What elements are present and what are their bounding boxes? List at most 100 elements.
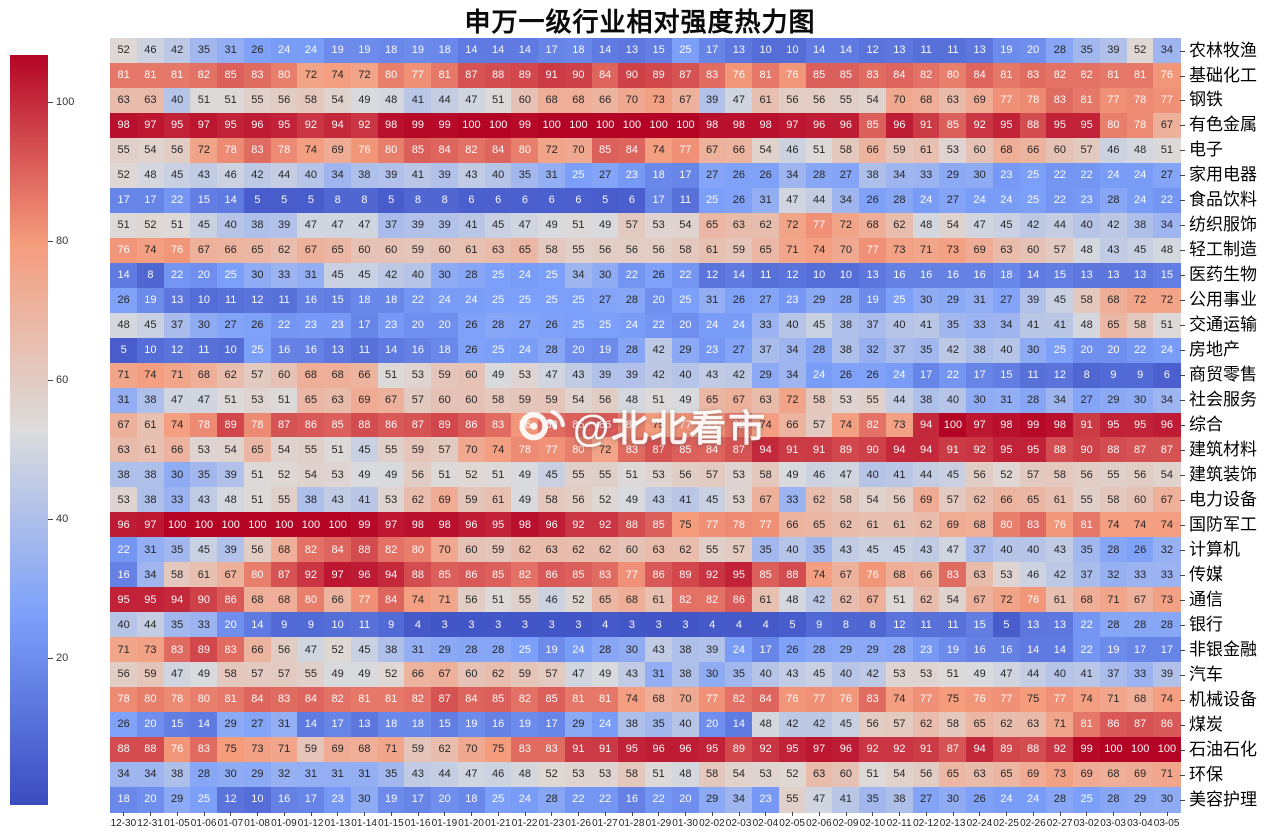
- heatmap-cell: 94: [324, 112, 352, 139]
- heatmap-cell: 74: [645, 137, 673, 164]
- heatmap-cell: 84: [484, 137, 512, 164]
- heatmap-cell: 34: [564, 262, 593, 289]
- heatmap-cell: 18: [377, 38, 405, 64]
- heatmap-cell: 27: [725, 337, 753, 364]
- heatmap-cell: 53: [992, 562, 1021, 588]
- x-tick: [257, 812, 259, 816]
- heatmap-cell: 25: [484, 787, 512, 813]
- heatmap-cell: 68: [1099, 762, 1128, 788]
- heatmap-cell: 10: [136, 337, 165, 364]
- heatmap-cell: 25: [1073, 787, 1101, 813]
- heatmap-cell: 19: [538, 637, 566, 663]
- heatmap-cell: 81: [110, 62, 138, 89]
- heatmap-cell: 15: [324, 287, 352, 314]
- heatmap-cell: 54: [270, 437, 298, 464]
- heatmap-cell: 83: [1019, 62, 1047, 89]
- heatmap-cell: 25: [538, 262, 566, 289]
- heatmap-cell: 41: [350, 487, 379, 513]
- heatmap-cell: 40: [778, 312, 807, 339]
- heatmap-cell: 14: [1019, 262, 1047, 289]
- heatmap-cell: 78: [725, 512, 753, 538]
- date-label: 01-23: [538, 818, 565, 829]
- heatmap-cell: 92: [297, 112, 325, 139]
- heatmap-cell: 24: [1126, 162, 1154, 189]
- heatmap-cell: 30: [618, 637, 646, 663]
- heatmap-cell: 42: [243, 162, 272, 189]
- heatmap-cell: 33: [163, 487, 191, 513]
- heatmap-cell: 85: [217, 62, 245, 89]
- heatmap-cell: 71: [1099, 687, 1128, 713]
- heatmap-cell: 16: [110, 562, 138, 588]
- heatmap-cell: 96: [805, 112, 833, 139]
- heatmap-cell: 29: [564, 712, 593, 738]
- heatmap-cell: 18: [992, 262, 1021, 289]
- heatmap-cell: 58: [1073, 287, 1101, 314]
- heatmap-cell: 28: [1099, 537, 1128, 563]
- heatmap-cell: 38: [377, 637, 405, 663]
- date-label: 01-06: [190, 818, 217, 829]
- heatmap-cell: 11: [350, 337, 379, 364]
- heatmap-cell: 40: [671, 362, 700, 389]
- heatmap-cell: 28: [457, 262, 486, 289]
- heatmap-cell: 26: [752, 162, 780, 189]
- heatmap-cell: 33: [912, 162, 940, 189]
- colorbar-tick-label: 100: [56, 96, 75, 108]
- heatmap-cell: 43: [1046, 537, 1074, 563]
- heatmap-cell: 49: [671, 387, 700, 414]
- heatmap-cell: 4: [725, 612, 753, 638]
- heatmap-cell: 37: [885, 337, 914, 364]
- heatmap-cell: 49: [350, 462, 379, 488]
- heatmap-cell: 73: [645, 87, 673, 114]
- heatmap-cell: 54: [136, 137, 165, 164]
- heatmap-cell: 47: [939, 537, 967, 563]
- heatmap-cell: 8: [1073, 362, 1101, 389]
- date-label: 01-21: [485, 818, 511, 829]
- heatmap-cell: 62: [805, 487, 833, 513]
- heatmap-cell: 24: [725, 312, 753, 339]
- heatmap-cell: 95: [992, 437, 1021, 464]
- heatmap-cell: 29: [671, 337, 700, 364]
- heatmap-cell: 82: [671, 587, 700, 613]
- heatmap-cell: 22: [671, 262, 700, 289]
- x-tick: [364, 812, 366, 816]
- x-tick: [1006, 812, 1008, 816]
- y-tick: [1180, 250, 1185, 252]
- heatmap-cell: 35: [725, 662, 753, 688]
- y-tick: [1180, 400, 1185, 401]
- heatmap-cell: 57: [939, 487, 967, 513]
- heatmap-cell: 62: [217, 362, 245, 389]
- heatmap-cell: 68: [912, 87, 940, 114]
- heatmap-cell: 95: [698, 737, 726, 763]
- heatmap-cell: 38: [912, 387, 940, 414]
- heatmap-cell: 85: [671, 437, 700, 464]
- heatmap-cell: 51: [885, 587, 914, 613]
- heatmap-cell: 20: [564, 337, 593, 364]
- heatmap-cell: 82: [725, 687, 753, 713]
- heatmap-cell: 35: [190, 462, 218, 488]
- heatmap-cell: 53: [324, 462, 352, 488]
- heatmap-cell: 53: [725, 462, 753, 488]
- heatmap-cell: 47: [992, 662, 1021, 688]
- heatmap-cell: 38: [671, 637, 700, 663]
- heatmap-cell: 40: [163, 87, 191, 114]
- heatmap-cell: 80: [190, 687, 218, 713]
- heatmap-cell: 53: [564, 762, 593, 788]
- heatmap-cell: 94: [966, 737, 994, 763]
- heatmap-cell: 20: [431, 787, 459, 813]
- heatmap-cell: 43: [698, 362, 726, 389]
- heatmap-cell: 49: [591, 212, 619, 239]
- heatmap-cell: 45: [1126, 237, 1154, 264]
- heatmap-cell: 16: [484, 712, 512, 738]
- heatmap-cell: 14: [725, 262, 753, 289]
- y-tick: [1180, 599, 1185, 601]
- heatmap-cell: 5: [591, 187, 619, 214]
- heatmap-cell: 27: [992, 287, 1021, 314]
- y-tick: [1180, 50, 1185, 52]
- heatmap-cell: 61: [1046, 587, 1074, 613]
- heatmap-cell: 12: [778, 262, 807, 289]
- heatmap-cell: 83: [1046, 87, 1074, 114]
- heatmap-cell: 39: [698, 637, 726, 663]
- heatmap-cell: 51: [163, 212, 191, 239]
- heatmap-cell: 100: [564, 112, 593, 139]
- heatmap-cell: 73: [1046, 762, 1074, 788]
